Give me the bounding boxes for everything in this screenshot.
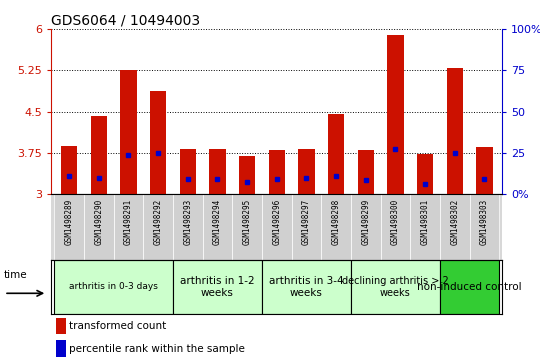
Bar: [417, 154, 433, 194]
Bar: [113, 194, 143, 260]
Bar: [262, 260, 351, 314]
Text: GSM1498291: GSM1498291: [124, 199, 133, 245]
Bar: [239, 156, 255, 194]
Text: transformed count: transformed count: [69, 321, 166, 331]
Bar: [150, 91, 166, 194]
Bar: [268, 150, 285, 194]
Bar: [61, 146, 77, 194]
Bar: [91, 116, 107, 194]
Bar: [84, 194, 113, 260]
Text: GSM1498293: GSM1498293: [183, 199, 192, 245]
Text: GSM1498300: GSM1498300: [391, 199, 400, 245]
Text: arthritis in 0-3 days: arthritis in 0-3 days: [69, 282, 158, 291]
Bar: [54, 194, 84, 260]
Bar: [298, 148, 315, 194]
Bar: [180, 148, 196, 194]
Bar: [292, 194, 321, 260]
Bar: [351, 260, 440, 314]
Text: GSM1498290: GSM1498290: [94, 199, 103, 245]
Bar: [328, 114, 344, 194]
Bar: [440, 260, 500, 314]
Bar: [173, 260, 262, 314]
Bar: [54, 260, 173, 314]
Text: GSM1498296: GSM1498296: [272, 199, 281, 245]
Bar: [120, 70, 137, 194]
Text: GSM1498289: GSM1498289: [65, 199, 73, 245]
Bar: [387, 34, 403, 194]
Bar: [447, 68, 463, 194]
Text: arthritis in 3-4
weeks: arthritis in 3-4 weeks: [269, 276, 344, 298]
Text: arthritis in 1-2
weeks: arthritis in 1-2 weeks: [180, 276, 255, 298]
Bar: [262, 194, 292, 260]
Text: GSM1498298: GSM1498298: [332, 199, 341, 245]
Bar: [56, 318, 66, 334]
Bar: [56, 340, 66, 357]
Text: GSM1498294: GSM1498294: [213, 199, 222, 245]
Text: GSM1498301: GSM1498301: [421, 199, 430, 245]
Bar: [351, 194, 381, 260]
Text: GSM1498303: GSM1498303: [480, 199, 489, 245]
Bar: [410, 194, 440, 260]
Text: non-induced control: non-induced control: [417, 282, 522, 292]
Text: GSM1498297: GSM1498297: [302, 199, 311, 245]
Bar: [381, 194, 410, 260]
Bar: [202, 194, 232, 260]
Text: GSM1498299: GSM1498299: [361, 199, 370, 245]
Bar: [143, 194, 173, 260]
Text: percentile rank within the sample: percentile rank within the sample: [69, 344, 245, 354]
Bar: [470, 194, 500, 260]
Bar: [440, 194, 470, 260]
Bar: [232, 194, 262, 260]
Bar: [173, 194, 202, 260]
Text: time: time: [4, 270, 28, 280]
Bar: [357, 150, 374, 194]
Bar: [476, 147, 492, 194]
Text: GSM1498302: GSM1498302: [450, 199, 459, 245]
Bar: [210, 149, 226, 194]
Text: GSM1498292: GSM1498292: [153, 199, 163, 245]
Text: GDS6064 / 10494003: GDS6064 / 10494003: [51, 14, 200, 28]
Bar: [321, 194, 351, 260]
Text: declining arthritis > 2
weeks: declining arthritis > 2 weeks: [342, 276, 449, 298]
Text: GSM1498295: GSM1498295: [242, 199, 252, 245]
